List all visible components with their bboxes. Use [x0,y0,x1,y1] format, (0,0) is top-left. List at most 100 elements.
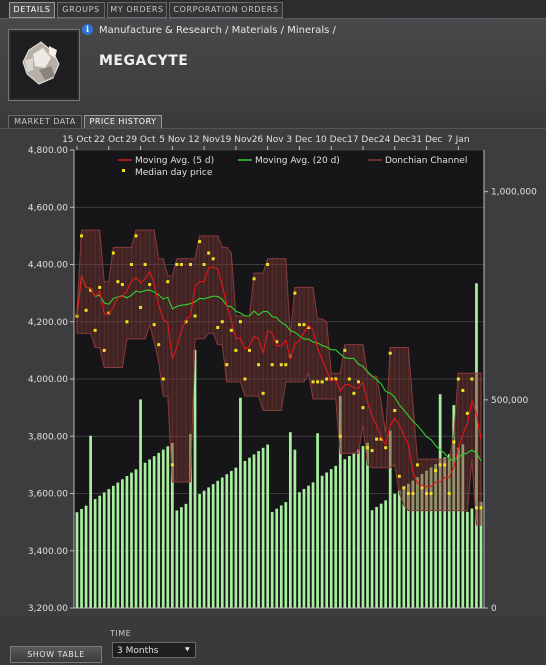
median-price-point [220,320,224,324]
volume-bar [393,493,397,608]
median-price-point [334,377,338,381]
median-price-point [225,363,229,367]
y-tick-label: 3,600.00 [28,490,68,500]
volume-bar [239,397,242,608]
legend-ma5-label: Moving Avg. (5 d) [135,156,214,166]
volume-bar [361,446,365,608]
volume-bar [93,499,97,608]
volume-bar [175,510,179,608]
median-price-point [161,377,165,381]
legend-ma20-label: Moving Avg. (20 d) [255,156,340,166]
volume-bar [189,433,192,608]
y-tick-label: 4,800.00 [28,146,68,156]
median-price-point [80,234,84,238]
median-price-point [207,251,211,255]
median-price-point [143,263,147,266]
volume-bar [456,447,460,608]
median-price-point [307,325,311,329]
x-tick-label: 22 Oct [94,135,124,145]
volume-bar [266,444,270,608]
tab-price-history[interactable]: PRICE HISTORY [84,115,162,129]
tab-corporation-orders[interactable]: CORPORATION ORDERS [169,2,283,18]
volume-bar [420,473,424,608]
volume-bar [80,508,83,608]
volume-bar [366,442,369,608]
median-price-point [329,377,333,381]
median-price-point [139,305,143,309]
donchian-channel [76,229,482,526]
breadcrumb[interactable]: Manufacture & Research / Materials / Min… [99,25,336,36]
volume-bar [338,395,342,608]
median-price-point [393,408,397,412]
volume-bar [293,449,297,608]
median-price-point [361,406,365,410]
volume-bar [198,493,201,608]
volume-bar [397,490,401,608]
volume-bar [98,495,102,608]
show-table-button[interactable]: SHOW TABLE [10,646,102,663]
tab-market-data[interactable]: MARKET DATA [8,115,82,129]
x-tick-label: 5 Nov [159,135,186,145]
median-price-point [238,320,242,324]
median-price-point [84,308,88,312]
volume-bar [298,492,301,608]
volume-bar [193,349,197,608]
info-icon[interactable]: i [82,24,93,35]
volume-bar [116,482,120,608]
volume-bar [166,446,170,608]
median-price-point [243,377,247,381]
y-tick-label: 4,400.00 [28,261,68,271]
median-price-point [420,486,424,490]
megacyte-mineral-icon [8,29,80,101]
median-price-point [397,474,401,478]
median-price-point [406,492,410,495]
volume-bar [325,472,329,608]
median-price-point [379,437,383,441]
tab-details[interactable]: DETAILS [9,2,55,18]
volume-bar [334,465,338,608]
volume-bar [170,442,174,608]
volume-bar [75,512,79,608]
x-tick-label: 7 Jan [447,135,469,145]
item-header: i Manufacture & Research / Materials / M… [0,19,546,114]
tab-groups[interactable]: GROUPS [57,2,105,18]
volume-tick-label: 500,000 [491,396,528,406]
median-price-point [375,437,379,441]
median-price-point [293,291,297,295]
x-tick-label: 17 Dec [347,135,379,145]
median-price-point [216,325,220,329]
median-price-point [229,328,233,332]
median-price-point [370,449,374,453]
chart-legend: Moving Avg. (5 d) Moving Avg. (20 d) Don… [118,156,467,178]
volume-bar [284,502,288,608]
volume-bar [479,501,483,608]
volume-bar [279,505,283,608]
median-price-point [356,380,360,384]
median-price-point [434,469,438,473]
median-price-point [302,323,306,327]
median-price-point [193,314,197,318]
median-price-point [184,320,188,324]
median-price-point [452,440,456,444]
item-name: MEGACYTE [99,53,189,69]
median-price-point [125,320,129,324]
y-tick-label: 3,800.00 [28,432,68,442]
median-price-point [284,363,288,367]
median-price-point [252,277,256,281]
volume-bar [216,480,220,608]
time-range-select[interactable]: 3 Months ⯆ [112,642,196,658]
median-price-point [461,388,465,392]
median-price-point [116,280,120,284]
median-price-point [425,492,429,495]
median-price-point [211,257,215,261]
median-price-point [188,263,192,266]
volume-bar [425,470,428,608]
median-price-point [261,391,265,395]
tab-my-orders[interactable]: MY ORDERS [107,2,167,18]
median-price-point [270,363,274,367]
volume-bar [416,477,419,608]
median-price-point [175,263,179,266]
x-tick-label: 26 Nov [252,135,285,145]
price-history-chart-panel: 4,800.00 4,600.00 4,400.00 4,200.00 4,000.00… [0,128,546,616]
median-price-point [279,363,283,367]
